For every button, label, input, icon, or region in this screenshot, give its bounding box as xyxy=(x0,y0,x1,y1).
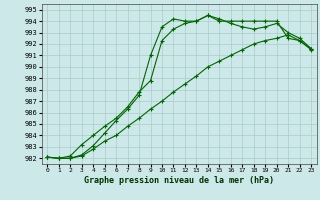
X-axis label: Graphe pression niveau de la mer (hPa): Graphe pression niveau de la mer (hPa) xyxy=(84,176,274,185)
